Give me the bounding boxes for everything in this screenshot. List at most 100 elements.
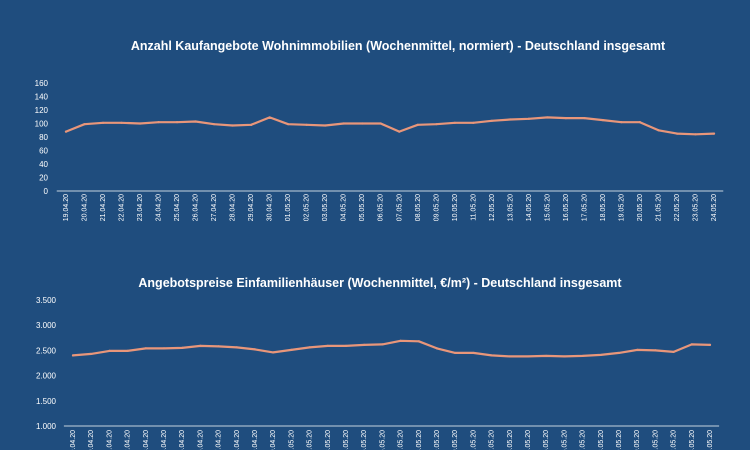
- chart-1-y-tick-label: 20: [39, 174, 48, 183]
- chart-1-x-tick-label: 20.04.20: [82, 194, 89, 221]
- chart-2-x-tick-label: 20.04.20: [88, 430, 95, 450]
- chart-1-x-tick-label: 11.05.20: [470, 194, 477, 221]
- chart-1-x-tick-label: 07.05.20: [396, 194, 403, 221]
- chart-1-data-point: [324, 124, 327, 127]
- chart-1-series: [64, 116, 716, 136]
- chart-1-x-tick-label: 25.04.20: [174, 194, 181, 221]
- chart-2-x-tick-label: 22.04.20: [125, 430, 132, 450]
- chart-2-x-tick-label: 28.04.20: [234, 430, 241, 450]
- chart-1-data-point: [564, 117, 567, 120]
- chart-1-data-point: [83, 123, 86, 126]
- chart-2-x-tick-label: 26.04.20: [197, 430, 204, 450]
- chart-2-x-tick-label: 07.05.20: [398, 430, 405, 450]
- chart-2-x-tick-label: 17.05.20: [580, 430, 587, 450]
- chart-1-data-point: [712, 132, 716, 135]
- chart-1-x-tick-label: 04.05.20: [341, 194, 348, 221]
- chart-1-y-tick-label: 160: [35, 79, 49, 88]
- chart-1-data-point: [194, 120, 197, 123]
- chart-2-data-point: [144, 347, 147, 350]
- chart-1-x-tick-label: 19.05.20: [618, 194, 625, 221]
- chart-1-data-point: [675, 132, 679, 135]
- chart-1-data-point: [157, 121, 160, 124]
- chart-1-x-tick-label: 06.05.20: [378, 194, 385, 221]
- chart-2-data-point: [617, 351, 621, 355]
- chart-1-x-tick-label: 14.05.20: [526, 194, 533, 221]
- chart-2-x-ticks: 19.04.20 20.04.20 21.04.20 22.04.20 23.04.20…: [70, 430, 714, 450]
- chart-1-x-tick-label: 09.05.20: [433, 194, 440, 221]
- chart-1-x-tick-label: 08.05.20: [415, 194, 422, 221]
- chart-2-x-tick-label: 19.04.20: [70, 430, 77, 450]
- chart-1-x-tick-label: 30.04.20: [267, 194, 274, 221]
- chart-1-data-point: [268, 116, 271, 119]
- chart-1-x-tick-label: 13.05.20: [507, 194, 514, 221]
- chart-1-series-line: [64, 116, 716, 136]
- chart-1-x-tick-label: 02.05.20: [304, 194, 311, 221]
- chart-2-data-point: [545, 354, 548, 358]
- chart-2-x-tick-label: 24.05.20: [707, 430, 714, 450]
- chart-2-x-tick-label: 25.04.20: [179, 430, 186, 450]
- chart-1-y-tick-label: 60: [39, 147, 48, 156]
- chart-2-data-point: [71, 354, 75, 357]
- chart-1-x-tick-label: 01.05.20: [285, 194, 292, 221]
- chart-2-data-point: [108, 349, 111, 353]
- chart-2-data-point: [472, 351, 475, 355]
- chart-1-y-tick-label: 80: [39, 133, 48, 142]
- chart-1-x-tick-label: 12.05.20: [489, 194, 496, 221]
- chart-2-series-line: [71, 339, 712, 358]
- chart-2-data-point: [344, 344, 348, 347]
- chart-1-y-tick-label: 120: [35, 106, 49, 115]
- chart-2-x-tick-label: 23.04.20: [143, 430, 150, 450]
- chart-1-data-point: [638, 121, 642, 124]
- chart-1-data-point: [175, 121, 179, 124]
- chart-2-data-point: [508, 355, 511, 358]
- chart-2-x-tick-label: 11.05.20: [470, 430, 477, 450]
- chart-1-x-ticks: 19.04.20 20.04.20 21.04.20 22.04.20 23.04.20…: [63, 194, 718, 221]
- chart-1-x-tick-label: 21.04.20: [100, 194, 107, 221]
- chart-2-x-tick-label: 04.05.20: [343, 430, 350, 450]
- chart-2-data-point: [308, 346, 311, 349]
- chart-1-x-tick-label: 24.05.20: [711, 194, 718, 221]
- chart-1-data-point: [213, 123, 216, 126]
- chart-2-data-point: [326, 344, 329, 347]
- chart-1-x-tick-label: 22.04.20: [119, 194, 126, 221]
- chart-1-data-point: [138, 122, 142, 125]
- chart-2-x-tick-label: 05.05.20: [361, 430, 368, 450]
- chart-1-data-point: [101, 121, 105, 124]
- chart-1-data-point: [435, 123, 438, 126]
- chart-2-data-point: [672, 350, 675, 354]
- chart-1-x-tick-label: 26.04.20: [193, 194, 200, 221]
- chart-2-x-tick-label: 16.05.20: [561, 430, 568, 450]
- chart-2-data-point: [272, 351, 275, 354]
- chart-2-data-point: [381, 343, 384, 346]
- chart-2-x-tick-label: 30.04.20: [270, 430, 277, 450]
- chart-2-data-point: [454, 351, 457, 355]
- chart-2-x-tick-label: 13.05.20: [507, 430, 514, 450]
- chart-1-data-point: [231, 124, 234, 127]
- chart-2-data-point: [599, 353, 602, 357]
- chart-2-x-tick-label: 24.04.20: [161, 430, 168, 450]
- chart-1: Anzahl Kaufangebote Wohnimmobilien (Woch…: [35, 39, 724, 221]
- chart-2-x-tick-label: 08.05.20: [416, 430, 423, 450]
- chart-2-x-tick-label: 06.05.20: [379, 430, 386, 450]
- chart-2-data-point: [654, 349, 657, 352]
- chart-2-data-point: [181, 346, 184, 349]
- chart-1-data-point: [361, 122, 364, 125]
- chart-1-x-tick-label: 23.04.20: [137, 194, 144, 221]
- chart-2-data-point: [199, 344, 202, 347]
- chart-2-x-tick-label: 02.05.20: [307, 430, 314, 450]
- chart-2-y-tick-label: 1.000: [36, 422, 57, 431]
- chart-2-x-tick-label: 18.05.20: [598, 430, 605, 450]
- chart-1-data-point: [583, 117, 586, 120]
- chart-2-x-tick-label: 21.04.20: [106, 430, 113, 450]
- chart-2-data-point: [563, 355, 566, 358]
- chart-1-data-point: [305, 123, 308, 126]
- chart-2-data-point: [435, 347, 439, 350]
- chart-1-x-tick-label: 03.05.20: [322, 194, 329, 221]
- chart-2-x-tick-label: 01.05.20: [288, 430, 295, 450]
- chart-2-x-tick-label: 10.05.20: [452, 430, 459, 450]
- chart-1-data-point: [527, 117, 530, 120]
- chart-1-x-tick-label: 10.05.20: [452, 194, 459, 221]
- chart-1-data-point: [657, 129, 660, 132]
